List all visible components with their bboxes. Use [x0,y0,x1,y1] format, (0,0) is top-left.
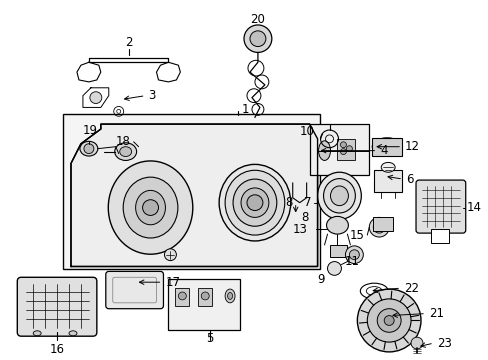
Bar [371,138,401,156]
Circle shape [178,292,186,300]
Circle shape [201,292,209,300]
Text: 10: 10 [299,126,314,139]
FancyBboxPatch shape [105,271,163,309]
Text: 18: 18 [116,135,130,148]
Text: 20: 20 [250,13,265,26]
FancyBboxPatch shape [17,277,97,336]
Ellipse shape [120,147,131,157]
Text: 11: 11 [344,255,359,268]
Text: 8: 8 [301,211,308,224]
Ellipse shape [317,172,361,219]
Circle shape [366,299,410,342]
Bar [329,245,346,257]
Ellipse shape [108,161,192,254]
Circle shape [244,25,271,53]
Text: 1: 1 [242,103,249,116]
Text: 22: 22 [403,282,418,294]
Ellipse shape [69,331,77,336]
Bar [372,217,392,231]
Ellipse shape [330,186,347,206]
Ellipse shape [411,342,421,348]
Text: 23: 23 [436,337,451,350]
Ellipse shape [224,170,284,235]
Text: 3: 3 [148,89,156,102]
Ellipse shape [371,138,401,156]
Text: 12: 12 [404,140,419,153]
Circle shape [90,92,102,104]
Text: 16: 16 [49,343,64,356]
Ellipse shape [375,141,397,153]
Text: 13: 13 [292,223,307,236]
Circle shape [372,221,385,233]
Text: 21: 21 [428,307,443,320]
Circle shape [349,250,359,260]
Ellipse shape [323,179,355,213]
Text: 17: 17 [165,276,180,289]
Circle shape [340,149,346,154]
Circle shape [346,146,352,152]
Ellipse shape [224,289,235,303]
Ellipse shape [241,188,268,217]
Bar [175,288,189,306]
Ellipse shape [123,177,178,238]
Text: 8: 8 [285,196,292,209]
Ellipse shape [318,141,330,161]
Bar [337,139,355,161]
Text: 9: 9 [316,273,324,286]
Ellipse shape [227,293,232,300]
Ellipse shape [381,162,394,172]
Circle shape [246,195,263,211]
Bar [373,170,401,192]
Ellipse shape [33,331,41,336]
Circle shape [384,316,393,325]
Circle shape [84,144,94,154]
Circle shape [340,142,346,148]
Circle shape [327,262,341,275]
Circle shape [376,309,400,332]
Circle shape [345,246,363,264]
Bar [63,114,319,269]
Ellipse shape [233,179,276,226]
Bar [430,229,448,243]
Text: 6: 6 [405,172,413,186]
Ellipse shape [135,190,165,225]
FancyBboxPatch shape [415,180,465,233]
Circle shape [249,31,265,46]
Circle shape [357,289,420,352]
Bar [309,124,368,175]
Text: 14: 14 [466,201,481,214]
Ellipse shape [115,143,136,161]
Text: 7: 7 [304,196,311,209]
Text: 4: 4 [380,144,387,157]
Text: 15: 15 [349,229,364,242]
Circle shape [368,217,388,237]
Circle shape [142,200,158,215]
Ellipse shape [326,216,347,234]
Text: 2: 2 [124,36,132,49]
Circle shape [410,337,422,349]
Polygon shape [71,124,317,266]
Circle shape [164,249,176,261]
Text: 5: 5 [206,332,213,345]
Bar [168,279,240,330]
Ellipse shape [80,141,98,156]
Text: 19: 19 [83,124,98,137]
Bar [198,288,212,306]
Ellipse shape [219,165,290,241]
